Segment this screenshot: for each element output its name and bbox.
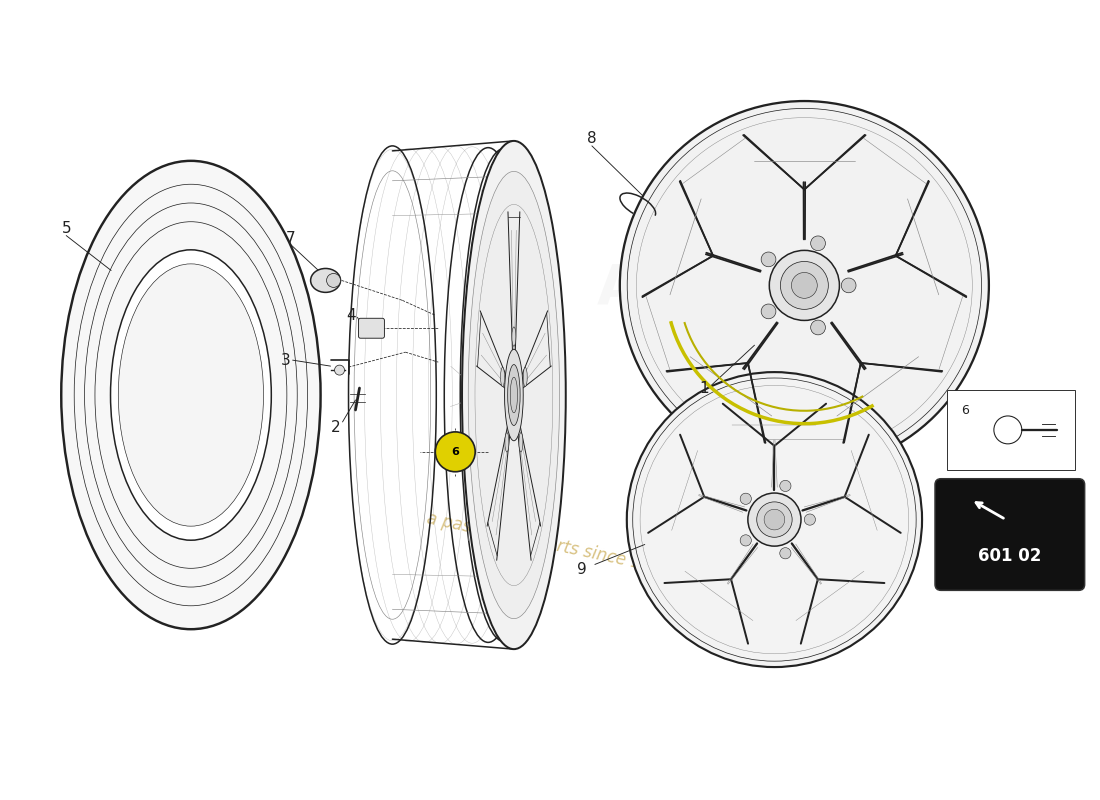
- Text: 4: 4: [345, 308, 355, 322]
- Ellipse shape: [780, 548, 791, 559]
- Text: AUTODOC
  85: AUTODOC 85: [597, 262, 902, 378]
- Text: 601 02: 601 02: [978, 547, 1042, 566]
- Ellipse shape: [761, 304, 776, 318]
- Ellipse shape: [740, 493, 751, 504]
- Text: 6: 6: [451, 447, 459, 457]
- Ellipse shape: [62, 161, 320, 630]
- Ellipse shape: [124, 404, 257, 479]
- Ellipse shape: [769, 250, 839, 321]
- Ellipse shape: [510, 378, 517, 413]
- Ellipse shape: [780, 480, 791, 491]
- Ellipse shape: [740, 534, 751, 546]
- Ellipse shape: [811, 320, 825, 335]
- Ellipse shape: [469, 171, 560, 618]
- FancyBboxPatch shape: [359, 318, 384, 338]
- Ellipse shape: [500, 367, 505, 386]
- Ellipse shape: [505, 350, 524, 441]
- Text: 6: 6: [961, 404, 969, 417]
- Ellipse shape: [436, 432, 475, 472]
- Text: 8: 8: [587, 131, 596, 146]
- Text: a passion for parts since 1985: a passion for parts since 1985: [426, 510, 674, 579]
- Ellipse shape: [512, 327, 516, 346]
- Text: 7: 7: [286, 231, 296, 246]
- Ellipse shape: [113, 254, 268, 535]
- Text: 9: 9: [578, 562, 586, 577]
- Ellipse shape: [757, 502, 792, 538]
- Text: 3: 3: [280, 353, 290, 368]
- Ellipse shape: [508, 365, 520, 426]
- Ellipse shape: [110, 250, 272, 540]
- Ellipse shape: [842, 278, 856, 293]
- Ellipse shape: [627, 372, 922, 667]
- Ellipse shape: [524, 367, 527, 386]
- Ellipse shape: [764, 510, 784, 530]
- Text: 1: 1: [700, 381, 710, 395]
- Ellipse shape: [310, 269, 341, 292]
- Text: 2: 2: [331, 421, 341, 435]
- Ellipse shape: [804, 514, 815, 525]
- Text: 5: 5: [62, 221, 72, 236]
- Ellipse shape: [748, 493, 801, 546]
- Ellipse shape: [619, 101, 989, 470]
- Ellipse shape: [462, 141, 565, 649]
- Ellipse shape: [791, 273, 817, 298]
- Ellipse shape: [780, 262, 828, 310]
- Ellipse shape: [327, 274, 341, 287]
- Ellipse shape: [334, 365, 344, 375]
- Ellipse shape: [119, 264, 264, 526]
- Ellipse shape: [761, 252, 776, 266]
- Ellipse shape: [519, 433, 522, 452]
- Ellipse shape: [505, 433, 509, 452]
- FancyBboxPatch shape: [947, 390, 1075, 470]
- FancyBboxPatch shape: [935, 478, 1085, 590]
- Ellipse shape: [811, 236, 825, 250]
